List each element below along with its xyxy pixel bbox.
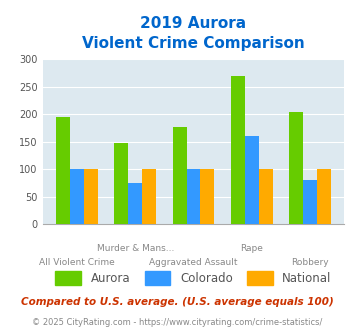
Text: Rape: Rape — [240, 244, 263, 253]
Title: 2019 Aurora
Violent Crime Comparison: 2019 Aurora Violent Crime Comparison — [82, 16, 305, 51]
Text: Aggravated Assault: Aggravated Assault — [149, 258, 238, 267]
Bar — [142, 169, 156, 224]
Bar — [245, 136, 258, 224]
Bar — [317, 169, 331, 224]
Bar — [201, 169, 214, 224]
Bar — [186, 169, 201, 224]
Text: Compared to U.S. average. (U.S. average equals 100): Compared to U.S. average. (U.S. average … — [21, 297, 334, 307]
Bar — [258, 169, 273, 224]
Legend: Aurora, Colorado, National: Aurora, Colorado, National — [50, 267, 337, 290]
Bar — [56, 117, 70, 224]
Bar — [173, 126, 186, 224]
Bar — [70, 169, 84, 224]
Text: Robbery: Robbery — [291, 258, 328, 267]
Bar — [114, 143, 129, 224]
Bar — [289, 112, 303, 224]
Text: © 2025 CityRating.com - https://www.cityrating.com/crime-statistics/: © 2025 CityRating.com - https://www.city… — [32, 318, 323, 327]
Bar — [84, 169, 98, 224]
Bar — [231, 76, 245, 224]
Bar — [303, 181, 317, 224]
Text: All Violent Crime: All Violent Crime — [39, 258, 115, 267]
Bar — [129, 183, 142, 224]
Text: Murder & Mans...: Murder & Mans... — [97, 244, 174, 253]
